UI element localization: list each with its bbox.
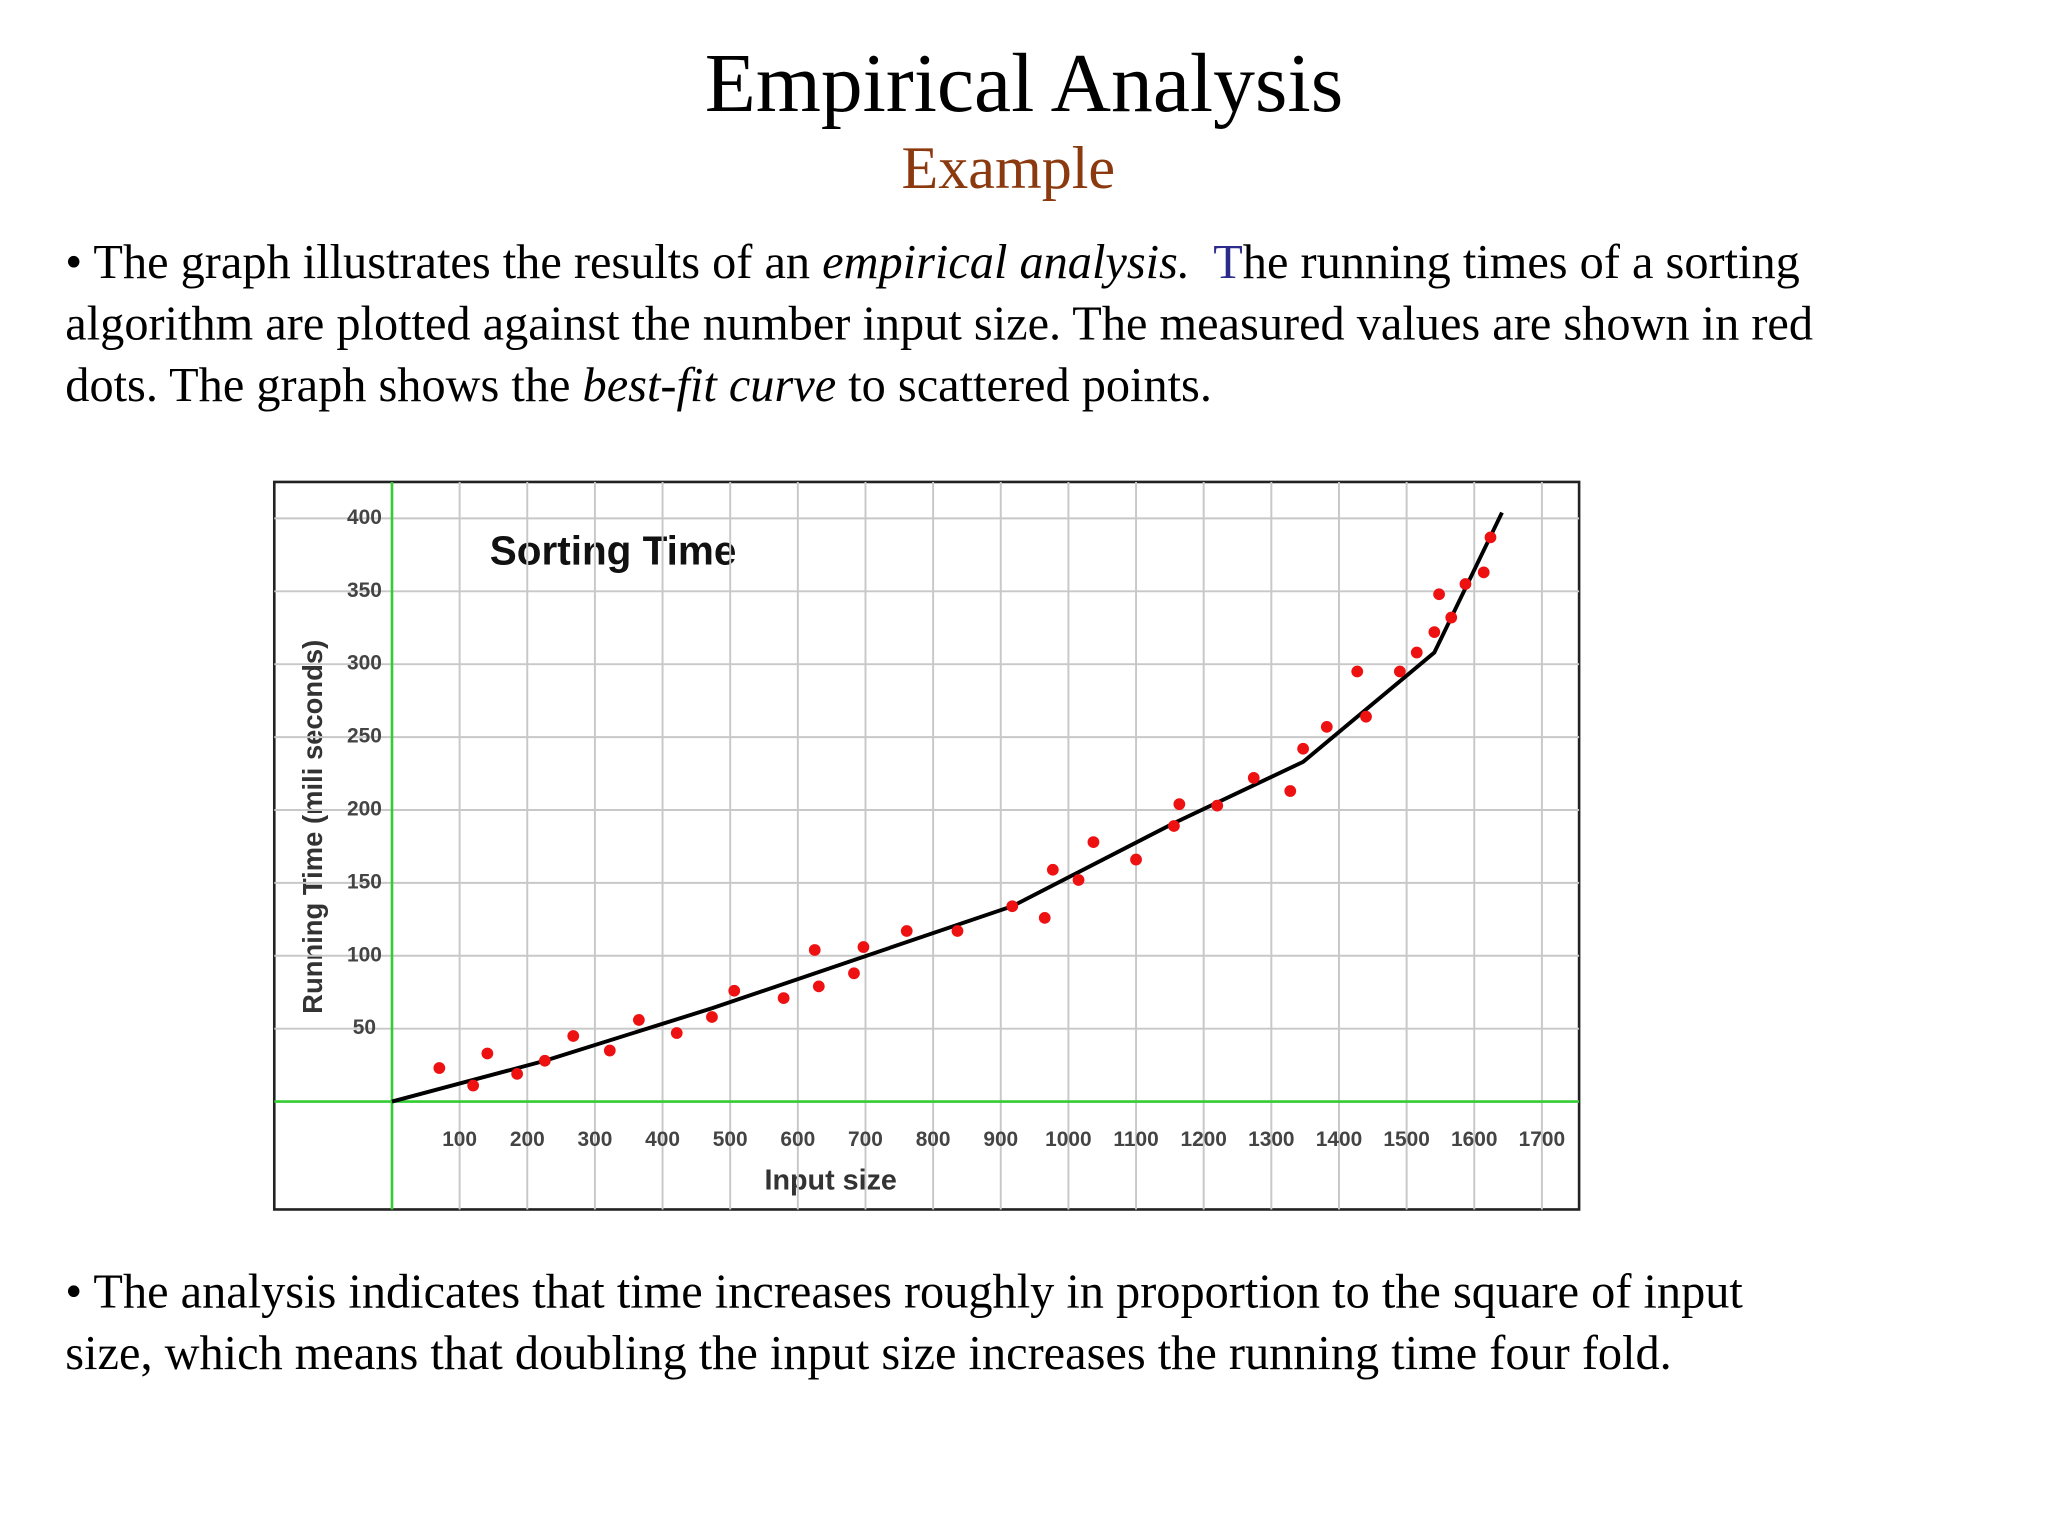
- data-point: [603, 1044, 616, 1057]
- slide-subtitle: Example: [901, 134, 1116, 202]
- text: dots. The graph shows the: [65, 359, 583, 413]
- x-tick-label: 900: [983, 1128, 1018, 1151]
- x-tick-label: 400: [645, 1128, 680, 1151]
- data-point: [1130, 853, 1142, 866]
- data-point: [1410, 646, 1423, 659]
- x-tick-label: 1700: [1519, 1128, 1565, 1151]
- chart-title: Sorting Time: [490, 527, 737, 573]
- data-point: [812, 980, 825, 993]
- x-tick-label: 600: [780, 1128, 815, 1151]
- data-point: [481, 1047, 494, 1060]
- data-point: [1072, 874, 1085, 886]
- data-point: [1393, 665, 1406, 678]
- chart-frame: [272, 480, 1581, 1211]
- text: T: [1213, 236, 1243, 290]
- data-point: [1046, 863, 1059, 876]
- data-point: [511, 1068, 523, 1080]
- x-tick-label: 1500: [1383, 1128, 1429, 1151]
- data-point: [1484, 531, 1497, 544]
- y-axis-label: Running Time (mili seconds): [297, 640, 328, 1014]
- x-tick-label: 1600: [1451, 1128, 1497, 1151]
- x-axis-label: Input size: [764, 1165, 896, 1197]
- text: algorithm are plotted against the number…: [65, 297, 1814, 352]
- bullet-paragraph: • The graph illustrates the results of a…: [65, 232, 1813, 416]
- data-point: [538, 1054, 551, 1067]
- y-tick-label: 250: [347, 725, 382, 748]
- data-point: [1211, 799, 1224, 812]
- y-tick-label: 400: [347, 506, 382, 529]
- data-point: [1445, 611, 1458, 624]
- y-tick-label: 100: [347, 943, 382, 966]
- data-point: [1247, 772, 1260, 784]
- data-point: [1038, 912, 1051, 924]
- data-point: [1428, 626, 1441, 639]
- text: best-fit curve: [582, 359, 837, 413]
- data-point: [1297, 742, 1309, 755]
- text: to scattered points.: [836, 359, 1212, 413]
- data-point: [900, 925, 913, 937]
- data-point: [1459, 578, 1472, 590]
- text: • The analysis indicates that time incre…: [65, 1265, 1743, 1320]
- y-tick-label: 200: [347, 798, 382, 821]
- y-tick-label: 350: [347, 579, 382, 602]
- x-tick-label: 1400: [1316, 1128, 1362, 1151]
- text: • The graph illustrates the results of a…: [65, 236, 823, 290]
- data-point: [777, 992, 790, 1004]
- data-point: [1433, 588, 1445, 601]
- data-point: [567, 1030, 580, 1042]
- y-tick-label: 50: [353, 1016, 376, 1039]
- x-tick-label: 1300: [1248, 1128, 1294, 1151]
- data-point: [1360, 710, 1372, 723]
- fit-curve: [391, 511, 1504, 1104]
- slide-title: Empirical Analysis: [704, 36, 1344, 130]
- data-point: [632, 1014, 645, 1026]
- data-point: [1284, 785, 1297, 797]
- x-tick-label: 500: [713, 1128, 748, 1151]
- data-point: [1087, 836, 1100, 848]
- y-tick-label: 150: [347, 870, 382, 893]
- x-tick-label: 200: [510, 1128, 545, 1151]
- text: he running times of a sorting: [1242, 236, 1800, 290]
- data-point: [728, 984, 741, 997]
- data-point: [951, 925, 964, 937]
- data-point: [1351, 665, 1364, 678]
- data-point: [1477, 566, 1490, 579]
- data-point: [1173, 798, 1186, 811]
- x-tick-label: 1100: [1113, 1128, 1158, 1151]
- data-point: [467, 1079, 480, 1092]
- data-point: [848, 967, 860, 980]
- data-point: [808, 944, 821, 956]
- data-point: [1006, 900, 1019, 913]
- x-tick-label: 300: [577, 1128, 612, 1151]
- data-point: [1168, 820, 1180, 832]
- text: empirical analysis.: [822, 236, 1190, 290]
- data-point: [706, 1011, 718, 1023]
- data-point: [1320, 721, 1333, 733]
- x-tick-label: 1200: [1180, 1128, 1226, 1151]
- data-point: [857, 941, 870, 953]
- y-tick-label: 300: [347, 652, 382, 675]
- x-tick-label: 700: [848, 1128, 883, 1151]
- data-point: [670, 1027, 683, 1039]
- x-tick-label: 1000: [1045, 1128, 1091, 1151]
- bullet-paragraph: • The analysis indicates that time incre…: [65, 1262, 1743, 1385]
- x-tick-label: 100: [442, 1128, 477, 1151]
- text: size, which means that doubling the inpu…: [65, 1327, 1672, 1381]
- data-point: [433, 1062, 446, 1074]
- x-tick-label: 800: [916, 1128, 951, 1151]
